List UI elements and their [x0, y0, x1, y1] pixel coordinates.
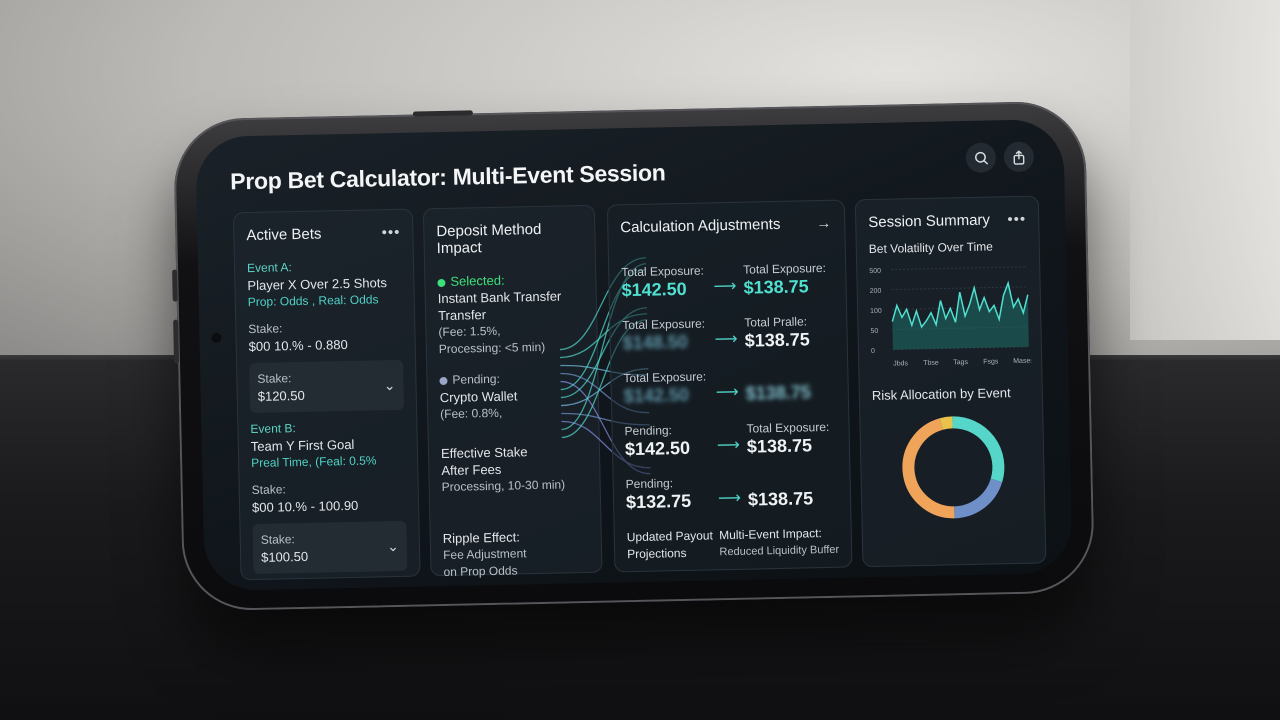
adjustment-before-value: $142.50 — [621, 278, 687, 301]
summary-title: Session Summary — [868, 211, 991, 232]
grid-line — [891, 286, 1028, 291]
adjustment-after-value: $138.75 — [747, 488, 814, 510]
adjustment-before-value: $142.50 — [624, 437, 691, 460]
adjustment-after-value: $138.75 — [743, 276, 809, 298]
arrow-right-icon[interactable]: → — [816, 214, 833, 233]
payout-projection-line1: Updated Payout — [626, 528, 713, 545]
event-a-name: Player X Over 2.5 Shots — [247, 275, 388, 294]
pending-dot-icon — [439, 376, 448, 385]
stake-select-value: $100.50 — [260, 548, 309, 565]
adjustment-row: Pending: $142.50 ⟶ Total Exposure: $138.75 — [624, 403, 837, 460]
x-tick-label: Fsgs — [983, 358, 999, 365]
search-icon[interactable] — [965, 142, 997, 174]
stake-select-label: Stake: — [260, 532, 295, 547]
background-object — [1130, 0, 1280, 340]
x-tick-label: Tags — [953, 359, 968, 366]
risk-slice — [953, 478, 1003, 519]
chevron-down-icon: ⌄ — [387, 537, 400, 554]
active-bets-title: Active Bets — [246, 225, 322, 245]
stake-select-label: Stake: — [257, 371, 292, 386]
event-b-stake-calc: $00 10.% - 100.90 — [251, 497, 359, 516]
more-menu-icon[interactable]: ••• — [1007, 210, 1027, 229]
adjustment-before: Total Exposure: $148.50 — [622, 316, 715, 354]
more-menu-icon[interactable]: ••• — [381, 223, 401, 242]
adjustment-before-label: Total Exposure: — [621, 263, 705, 280]
adjustment-after-value: $138.75 — [746, 435, 813, 457]
adjustments-title: Calculation Adjustments — [620, 215, 781, 237]
front-camera — [211, 332, 222, 343]
adjustment-before-value: $132.75 — [625, 490, 692, 513]
phone-side-button — [173, 319, 180, 364]
payout-projection-line2: Projections — [627, 545, 687, 562]
adjustment-after: Total Exposure: $138.75 — [743, 261, 834, 299]
phone-top-button — [412, 110, 473, 117]
adjustment-row: Pending: $132.75 ⟶ $138.75 — [625, 456, 838, 513]
volatility-line — [891, 280, 1029, 329]
calculation-adjustments-panel: Calculation Adjustments → Total Exposure… — [606, 199, 853, 573]
adjustment-after: Total Exposure: $138.75 — [746, 420, 837, 458]
x-tick-label: Mases — [1013, 358, 1031, 365]
arrow-right-icon: ⟶ — [715, 383, 739, 402]
phone-screen: Prop Bet Calculator: Multi-Event Session… — [195, 118, 1073, 592]
adjustment-after-label: Total Exposure: — [746, 419, 830, 436]
adjustment-after-value: $138.75 — [745, 382, 812, 404]
ripple-line2: on Prop Odds — [443, 563, 518, 580]
y-tick-label: 100 — [870, 308, 882, 315]
share-icon[interactable] — [1003, 141, 1035, 173]
risk-slice — [902, 418, 955, 519]
event-b-odds: Preal Time, (Feal: 0.5% — [251, 453, 377, 471]
multi-event-impact-value: Reduced Liquidity Buffer — [719, 543, 840, 559]
event-a-odds: Prop: Odds , Real: Odds — [247, 292, 379, 310]
phone-side-button — [172, 269, 178, 302]
adjustment-after: $138.75 — [748, 488, 838, 511]
selected-dot-icon — [437, 278, 446, 287]
adjustment-before: Total Exposure: $142.50 — [623, 369, 716, 407]
session-summary-panel: Session Summary ••• Bet Volatility Over … — [854, 195, 1047, 568]
adjustment-row: Total Exposure: $142.50 ⟶ $138.75 — [623, 350, 836, 407]
volatility-chart-title: Bet Volatility Over Time — [868, 239, 993, 257]
arrow-right-icon: ⟶ — [713, 277, 737, 296]
adjustment-rows: Total Exposure: $142.50 ⟶ Total Exposure: $1… — [621, 244, 839, 513]
risk-slice — [939, 416, 953, 430]
adjustment-before: Pending: $142.50 — [624, 422, 717, 460]
adjustment-after-value: $138.75 — [744, 329, 810, 351]
event-a-stake-calc: $00 10.% - 0.880 — [248, 336, 348, 355]
x-tick-label: Tbse — [923, 360, 939, 367]
risk-slice — [952, 416, 1005, 483]
volatility-area — [892, 283, 1029, 350]
risk-allocation-chart — [902, 416, 1005, 519]
adjustment-before: Pending: $132.75 — [626, 475, 719, 513]
adjustment-before-value: $142.50 — [623, 384, 690, 407]
adjustments-footer: Updated Payout Projections Multi-Event I… — [627, 525, 840, 563]
adjustment-before-value: $148.50 — [622, 331, 689, 354]
active-bets-panel: Active Bets ••• Event A: Player X Over 2… — [232, 208, 421, 581]
pending-label: Pending: — [452, 371, 500, 387]
y-tick-label: 50 — [870, 328, 878, 335]
arrow-right-icon: ⟶ — [717, 489, 742, 508]
grid-line — [891, 266, 1028, 271]
event-b-stake-select[interactable]: Stake: $100.50 ⌄ — [252, 520, 408, 575]
phone: Prop Bet Calculator: Multi-Event Session… — [172, 100, 1096, 612]
adjustment-row: Total Exposure: $148.50 ⟶ Total Pralle: $138… — [622, 297, 835, 354]
chevron-down-icon: ⌄ — [383, 376, 396, 393]
y-tick-label: 500 — [869, 268, 881, 275]
arrow-right-icon: ⟶ — [716, 436, 741, 455]
adjustment-before: Total Exposure: $142.50 — [621, 263, 714, 301]
y-tick-label: 200 — [870, 288, 882, 295]
x-tick-label: Jbds — [893, 360, 908, 367]
adjustment-after: Total Pralle: $138.75 — [744, 314, 835, 352]
page-title: Prop Bet Calculator: Multi-Event Session — [229, 159, 666, 195]
adjustment-after: $138.75 — [746, 382, 836, 405]
y-tick-label: 0 — [871, 348, 875, 355]
event-a-stake-select[interactable]: Stake: $120.50 ⌄ — [249, 359, 405, 414]
stake-select-value: $120.50 — [257, 387, 305, 404]
arrow-right-icon: ⟶ — [714, 330, 738, 349]
adjustment-row: Total Exposure: $142.50 ⟶ Total Exposure: $1… — [621, 244, 834, 301]
adjustment-after-label: Total Exposure: — [743, 260, 827, 277]
selected-label: Selected: — [450, 272, 505, 289]
